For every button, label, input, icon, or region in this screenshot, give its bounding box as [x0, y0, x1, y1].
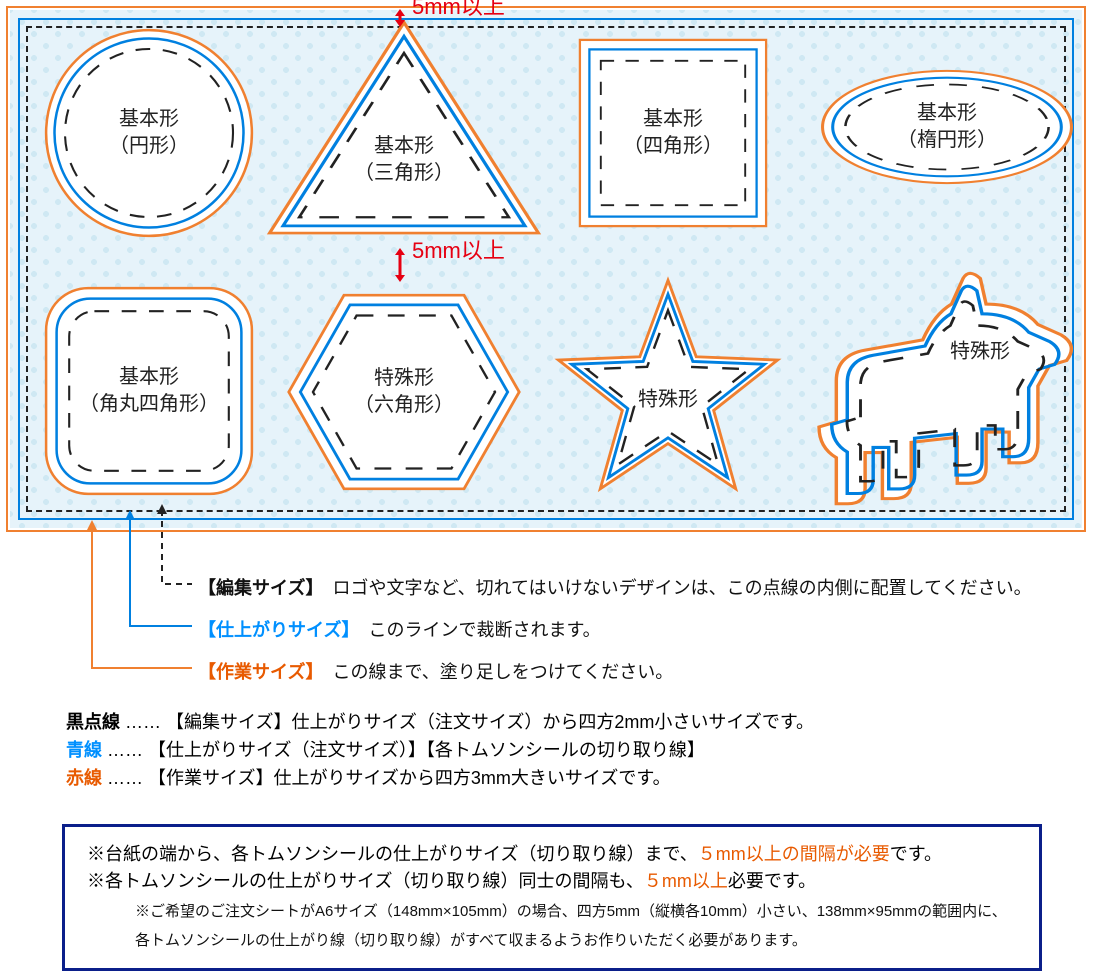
shape-label: 特殊形（六角形） [354, 365, 454, 419]
legend-orange_stroke: 【作業サイズ】 この線まで、塗り足しをつけてください。 [198, 658, 673, 684]
shape-label: 基本形（角丸四角形） [79, 364, 219, 418]
shape-label: 特殊形 [950, 339, 1010, 366]
shape-label: 特殊形 [638, 387, 698, 414]
line-definitions: 黒点線 …… 【編集サイズ】仕上がりサイズ（注文サイズ）から四方2mm小さいサイ… [66, 708, 1098, 790]
def-red: 赤線 …… 【作業サイズ】仕上がりサイズから四方3mm大きいサイズです。 [66, 764, 1098, 790]
legend-arrows: 【編集サイズ】 ロゴや文字など、切れてはいけないデザインは、この点線の内側に配置… [6, 540, 1098, 690]
def-black: 黒点線 …… 【編集サイズ】仕上がりサイズ（注文サイズ）から四方2mm小さいサイ… [66, 708, 1098, 734]
shape-circle: 基本形（円形） [44, 28, 254, 238]
legend-black_stroke: 【編集サイズ】 ロゴや文字など、切れてはいけないデザインは、この点線の内側に配置… [198, 574, 1032, 600]
shape-square: 基本形（四角形） [578, 38, 768, 228]
note-line-2: ※各トムソンシールの仕上がりサイズ（切り取り線）同士の間隔も、５mm以上必要です… [87, 868, 1017, 895]
note-line-1: ※台紙の端から、各トムソンシールの仕上がりサイズ（切り取り線）まで、５mm以上の… [87, 841, 1017, 868]
shape-label: 基本形（三角形） [354, 133, 454, 187]
shape-triangle: 基本形（三角形） [264, 18, 544, 242]
note-sub-1: ※ご希望のご注文シートがA6サイズ（148mm×105mm）の場合、四方5mm（… [135, 901, 1017, 924]
shape-label: 基本形（四角形） [623, 106, 723, 160]
note-sub-2: 各トムソンシールの仕上がり線（切り取り線）がすべて収まるようお作りいただく必要が… [135, 930, 1017, 953]
margin-annotation-top: 5mm以上 [392, 2, 501, 34]
margin-annotation-mid: 5mm以上 [392, 248, 501, 289]
shape-ellipse: 基本形（楕円形） [820, 42, 1074, 212]
def-blue: 青線 …… 【仕上がりサイズ（注文サイズ）】【各トムソンシールの切り取り線】 [66, 736, 1098, 762]
legend-blue_stroke: 【仕上がりサイズ】 このラインで裁断されます。 [198, 616, 601, 642]
shape-label: 基本形（円形） [109, 106, 189, 160]
note-box: ※台紙の端から、各トムソンシールの仕上がりサイズ（切り取り線）まで、５mm以上の… [62, 824, 1042, 971]
shape-label: 基本形（楕円形） [897, 100, 997, 154]
